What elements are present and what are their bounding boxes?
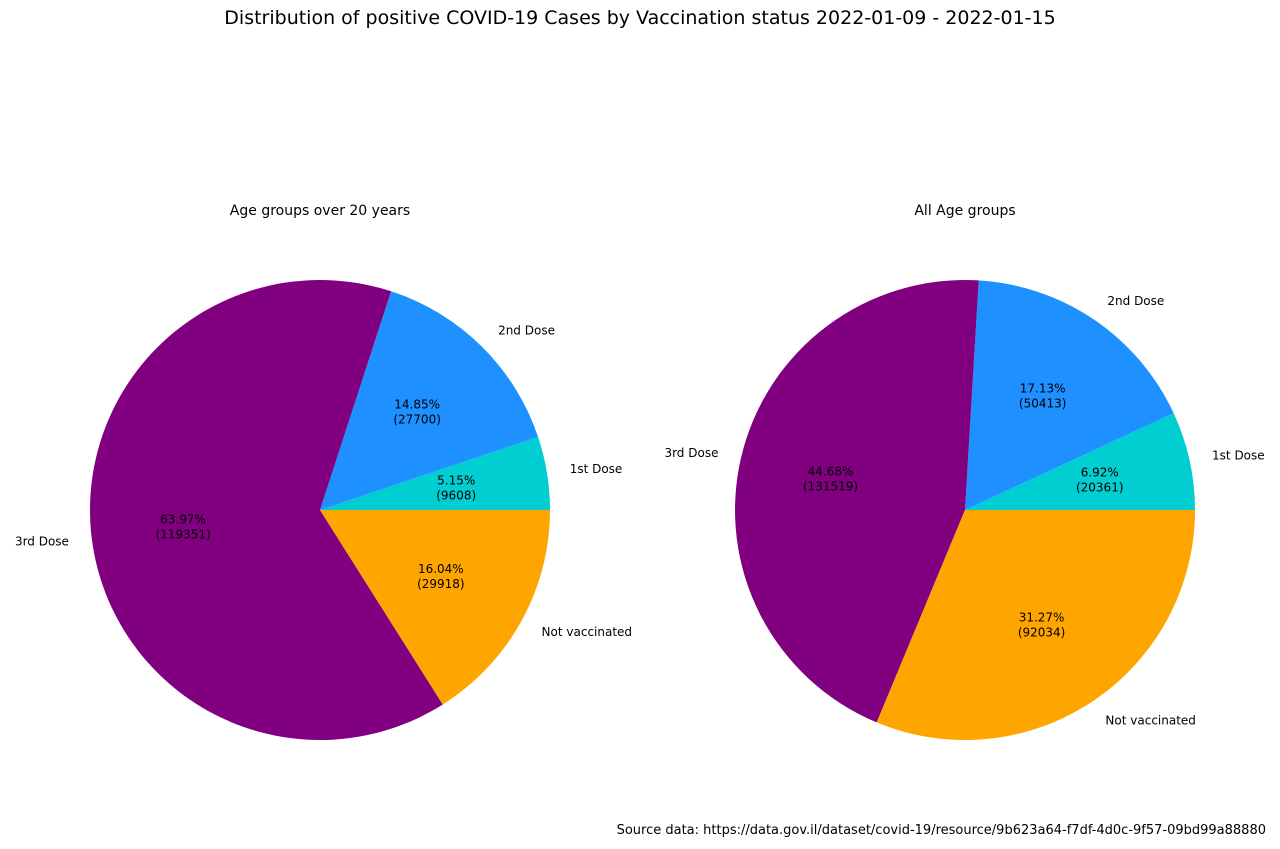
pie-0-count-1st-dose: (9608) — [436, 488, 476, 502]
pie-0-count-2nd-dose: (27700) — [393, 412, 441, 426]
pie-1-label-3rd-dose: 3rd Dose — [664, 446, 718, 460]
pie-0-label-3rd-dose: 3rd Dose — [15, 534, 69, 548]
pie-0-label-2nd-dose: 2nd Dose — [498, 323, 555, 337]
pie-0-percent-2nd-dose: 14.85% — [394, 397, 440, 411]
pie-1-percent-1st-dose: 6.92% — [1081, 466, 1119, 480]
pie-1-count-not-vaccinated: (92034) — [1018, 625, 1066, 639]
pie-0-label-not-vaccinated: Not vaccinated — [542, 625, 633, 639]
pie-0-percent-3rd-dose: 63.97% — [160, 513, 206, 527]
pie-1-count-1st-dose: (20361) — [1076, 481, 1124, 495]
pie-0-slice-3rd-dose — [89, 280, 443, 741]
pie-1-percent-2nd-dose: 17.13% — [1020, 381, 1066, 395]
pie-1-label-2nd-dose: 2nd Dose — [1107, 294, 1164, 308]
pie-0-slice-not-vaccinated — [320, 510, 550, 705]
pie-0-percent-not-vaccinated: 16.04% — [418, 562, 464, 576]
source-note: Source data: https://data.gov.il/dataset… — [616, 823, 1266, 838]
right-pie-title: All Age groups — [914, 203, 1016, 219]
left-pie-title: Age groups over 20 years — [229, 203, 411, 219]
pie-1-percent-3rd-dose: 44.68% — [808, 464, 854, 478]
pie-1-slice-2nd-dose — [965, 280, 1174, 510]
pie-1-label-1st-dose: 1st Dose — [1212, 448, 1265, 462]
pie-0-count-3rd-dose: (119351) — [155, 528, 210, 542]
pie-1-label-not-vaccinated: Not vaccinated — [1105, 713, 1196, 727]
pie-0-percent-1st-dose: 5.15% — [437, 473, 475, 487]
pie-0-slice-1st-dose — [320, 436, 550, 510]
pie-0-slice-2nd-dose — [320, 291, 539, 510]
figure-title: Distribution of positive COVID-19 Cases … — [224, 7, 1056, 29]
pie-1-count-2nd-dose: (50413) — [1019, 396, 1067, 410]
pie-1-percent-not-vaccinated: 31.27% — [1019, 610, 1065, 624]
pie-1-slice-3rd-dose — [735, 280, 979, 723]
pie-1-count-3rd-dose: (131519) — [803, 479, 858, 493]
pie-0-label-1st-dose: 1st Dose — [570, 462, 623, 476]
pie-1-slice-1st-dose — [965, 413, 1195, 510]
pie-1-slice-not-vaccinated — [876, 510, 1195, 740]
pie-0-count-not-vaccinated: (29918) — [417, 577, 465, 591]
